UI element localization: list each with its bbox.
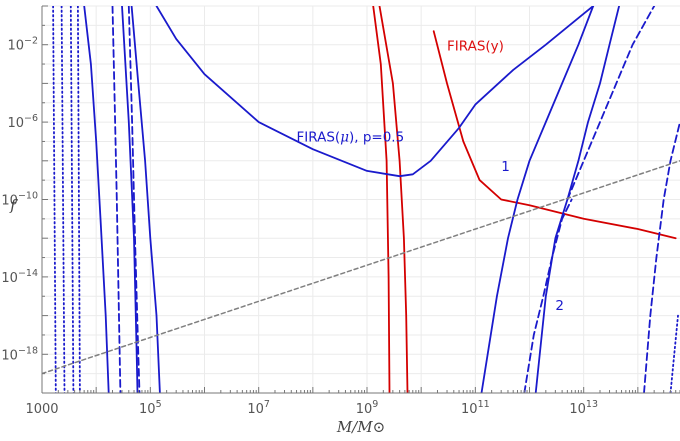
x-axis-label: M/M⊙ <box>336 418 385 436</box>
series-curve-4 <box>83 6 110 393</box>
series-curve-9 <box>111 6 122 393</box>
series-curve-19 <box>42 160 680 375</box>
y-tick-exponent: −6 <box>24 113 38 124</box>
annotation-text-start: FIRAS( <box>297 129 341 145</box>
y-tick-base: 10 <box>1 194 18 209</box>
series-curve-3 <box>155 6 595 178</box>
y-tick-exponent: −10 <box>18 191 38 202</box>
annotation-0: FIRAS(y) <box>447 39 504 55</box>
x-tick-exponent: 9 <box>372 399 378 410</box>
series-curve-10 <box>127 6 141 393</box>
y-tick-exponent: −2 <box>24 36 38 47</box>
x-tick-exponent: 5 <box>156 399 162 410</box>
x-tick-label-3: 109 <box>356 399 379 417</box>
y-tick-label-4: 10−18 <box>1 345 38 363</box>
x-tick-base: 10 <box>247 402 264 417</box>
annotation-3: 2 <box>555 298 564 314</box>
y-tick-label-2: 10−10 <box>1 191 38 209</box>
series-curve-13 <box>643 121 680 393</box>
series-curve-17 <box>77 6 81 393</box>
y-tick-label-3: 10−14 <box>1 268 38 286</box>
x-tick-exponent: 13 <box>586 399 598 410</box>
x-tick-labels: 1000 105 107 109 1011 1013 <box>25 399 598 417</box>
x-tick-label-5: 1013 <box>569 399 598 417</box>
annotation-2: 1 <box>501 159 510 175</box>
y-tick-exponent: −18 <box>18 345 38 356</box>
y-tick-base: 10 <box>1 271 18 286</box>
x-tick-base: 10 <box>461 402 478 417</box>
series-curve-2 <box>432 30 677 240</box>
series-curve-1 <box>378 6 409 393</box>
series-curve-14 <box>52 6 57 393</box>
series-curve-12 <box>523 198 573 393</box>
x-tick-label-2: 107 <box>247 399 270 417</box>
x-tick-label-0: 1000 <box>25 402 58 417</box>
annotation-text-end: ), p=0.5 <box>349 129 404 145</box>
x-tick-base: 10 <box>356 402 373 417</box>
x-tick-base: 10 <box>569 402 586 417</box>
series-curve-6 <box>130 6 161 393</box>
series-curve-18 <box>669 314 679 393</box>
grid <box>41 5 680 394</box>
x-tick-label-1: 105 <box>139 399 162 417</box>
y-axis-label: f <box>9 196 18 214</box>
x-tick-exponent: 7 <box>264 399 270 410</box>
series-curve-7 <box>480 6 595 393</box>
series-layer <box>42 6 680 393</box>
plot-frame <box>41 5 680 394</box>
series-curve-5 <box>121 6 139 393</box>
x-tick-base: 1000 <box>25 402 58 417</box>
x-tick-base: 10 <box>139 402 156 417</box>
series-curve-16 <box>69 6 75 393</box>
y-tick-base: 10 <box>1 348 18 363</box>
y-tick-label-0: 10−2 <box>7 36 38 54</box>
y-tick-exponent: −14 <box>18 268 38 279</box>
annotation-1: FIRAS(μ), p=0.5 <box>297 129 405 145</box>
series-curve-15 <box>60 6 66 393</box>
annotations: FIRAS(y) FIRAS(μ), p=0.5 1 2 <box>297 39 564 314</box>
y-tick-label-1: 10−6 <box>7 113 38 131</box>
series-curve-8 <box>534 6 620 393</box>
x-tick-label-4: 1011 <box>461 399 490 417</box>
annotation-mu-symbol: μ <box>340 129 349 145</box>
x-tick-exponent: 11 <box>478 399 490 410</box>
series-curve-0 <box>372 6 391 393</box>
y-tick-base: 10 <box>7 39 24 54</box>
series-curve-11 <box>566 6 656 201</box>
y-tick-base: 10 <box>7 116 24 131</box>
